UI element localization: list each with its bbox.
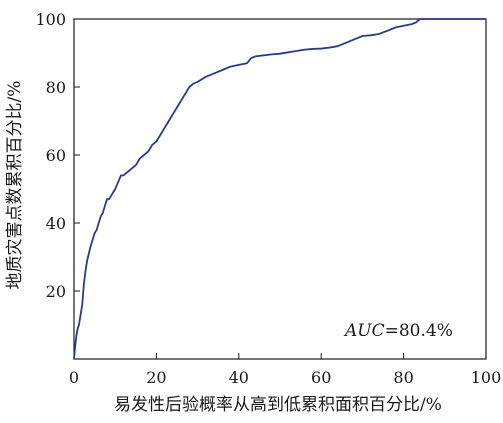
x-tick-label: 0 — [69, 368, 79, 387]
x-axis-label: 易发性后验概率从高到低累积面积百分比/% — [114, 395, 442, 415]
y-tick-label: 80 — [46, 78, 66, 97]
y-tick-label: 20 — [46, 282, 66, 301]
plot-group: 0 20 40 60 80 100 20 40 60 80 100 — [35, 10, 501, 387]
x-tick-label: 20 — [146, 368, 166, 387]
x-tick-label: 40 — [229, 368, 249, 387]
auc-value: =80.4% — [385, 321, 453, 341]
y-tick-label: 60 — [46, 146, 66, 165]
y-tick-label: 40 — [46, 214, 66, 233]
roc-curve-line — [73, 18, 486, 360]
plot-frame — [73, 18, 487, 360]
auc-prefix: AUC — [343, 321, 385, 341]
auc-annotation: AUC=80.4% — [343, 321, 453, 341]
y-tick-label: 100 — [35, 10, 66, 29]
x-tick-label: 100 — [471, 368, 502, 387]
x-tick-label: 60 — [311, 368, 331, 387]
y-axis-label: 地质灾害点数累积百分比/% — [5, 81, 25, 290]
x-tick-label: 80 — [393, 368, 413, 387]
